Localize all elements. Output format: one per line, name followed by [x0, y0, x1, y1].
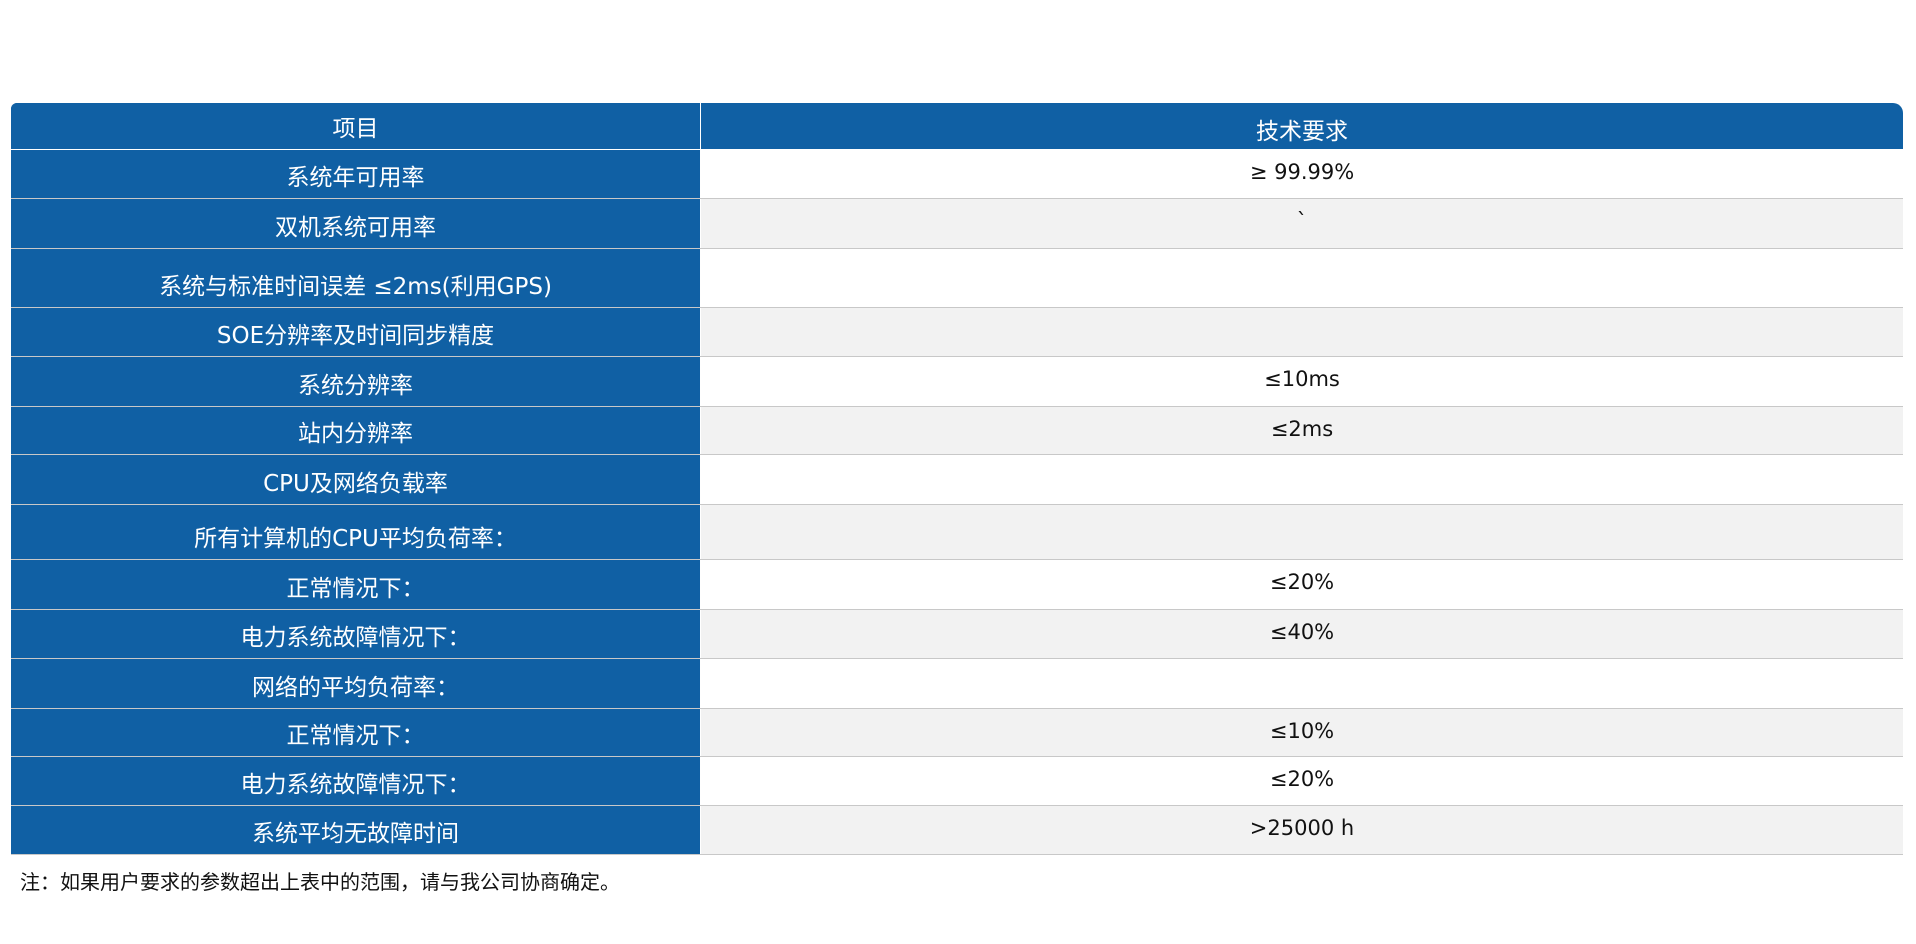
requirement-cell: ≤20%	[701, 757, 1903, 805]
requirement-cell: `	[701, 199, 1903, 248]
table-row: SOE分辨率及时间同步精度	[11, 308, 1903, 357]
table-row: 所有计算机的CPU平均负荷率：	[11, 505, 1903, 560]
item-cell: 系统与标准时间误差 ≤2ms(利用GPS)	[11, 249, 701, 307]
table-row: 站内分辨率 ≤2ms	[11, 407, 1903, 455]
table-row: 系统分辨率 ≤10ms	[11, 357, 1903, 407]
item-cell: 双机系统可用率	[11, 199, 701, 248]
table-row: 网络的平均负荷率：	[11, 659, 1903, 709]
item-cell: 正常情况下：	[11, 709, 701, 756]
requirement-cell: ≤40%	[701, 610, 1903, 658]
table-row: 正常情况下： ≤20%	[11, 560, 1903, 610]
item-cell: 所有计算机的CPU平均负荷率：	[11, 505, 701, 559]
table-row: 电力系统故障情况下： ≤20%	[11, 757, 1903, 806]
table-row: 系统平均无故障时间 >25000 h	[11, 806, 1903, 855]
item-cell: SOE分辨率及时间同步精度	[11, 308, 701, 356]
item-cell: 系统年可用率	[11, 150, 701, 198]
table-row: 系统年可用率 ≥ 99.99%	[11, 150, 1903, 199]
table-row: 系统与标准时间误差 ≤2ms(利用GPS)	[11, 249, 1903, 308]
requirement-cell: ≤2ms	[701, 407, 1903, 454]
item-cell: 网络的平均负荷率：	[11, 659, 701, 708]
item-cell: CPU及网络负载率	[11, 455, 701, 504]
header-item: 项目	[11, 103, 701, 149]
footnote: 注：如果用户要求的参数超出上表中的范围，请与我公司协商确定。	[20, 870, 620, 894]
table-row: CPU及网络负载率	[11, 455, 1903, 505]
item-cell: 正常情况下：	[11, 560, 701, 609]
requirement-cell: >25000 h	[701, 806, 1903, 854]
requirement-cell: ≤20%	[701, 560, 1903, 609]
item-cell: 电力系统故障情况下：	[11, 757, 701, 805]
item-cell: 系统分辨率	[11, 357, 701, 406]
header-requirement: 技术要求	[1256, 119, 1348, 145]
requirement-cell: ≤10ms	[701, 357, 1903, 406]
item-cell: 站内分辨率	[11, 407, 701, 454]
requirement-cell	[701, 659, 1903, 708]
requirement-cell	[701, 455, 1903, 504]
table-header: 项目 技术要求	[11, 103, 1903, 150]
requirement-cell	[701, 249, 1903, 307]
table-row: 正常情况下： ≤10%	[11, 709, 1903, 757]
spec-table: 项目 技术要求 系统年可用率 ≥ 99.99% 双机系统可用率 ` 系统与标准时间误差 …	[11, 103, 1903, 855]
requirement-cell: ≥ 99.99%	[701, 150, 1903, 198]
table-row: 电力系统故障情况下： ≤40%	[11, 610, 1903, 659]
item-cell: 电力系统故障情况下：	[11, 610, 701, 658]
requirement-cell	[701, 308, 1903, 356]
requirement-cell	[701, 505, 1903, 559]
requirement-cell: ≤10%	[701, 709, 1903, 756]
item-cell: 系统平均无故障时间	[11, 806, 701, 854]
table-row: 双机系统可用率 `	[11, 199, 1903, 249]
